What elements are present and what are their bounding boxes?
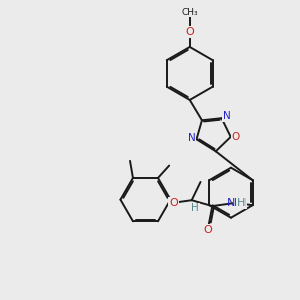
Text: O: O xyxy=(185,27,194,37)
Text: O: O xyxy=(203,225,212,235)
Text: N: N xyxy=(223,111,231,121)
Text: N: N xyxy=(188,133,195,143)
Text: H: H xyxy=(191,203,199,213)
Text: CH₃: CH₃ xyxy=(182,8,198,17)
Text: N: N xyxy=(226,198,235,208)
Text: H: H xyxy=(236,198,245,208)
Text: O: O xyxy=(169,198,178,208)
Text: N: N xyxy=(233,198,242,208)
Text: O: O xyxy=(232,132,240,142)
Text: H: H xyxy=(238,198,246,208)
